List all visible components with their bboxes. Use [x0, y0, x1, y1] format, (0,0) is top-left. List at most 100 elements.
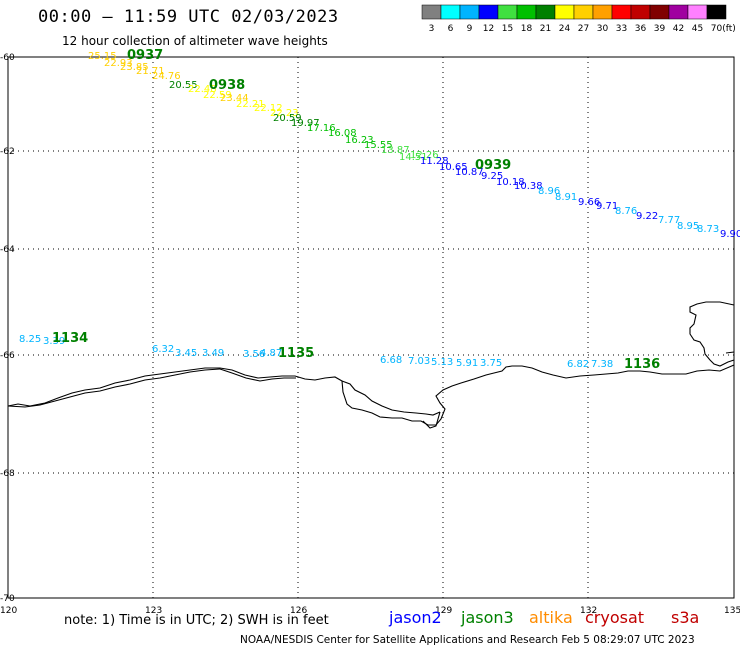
- wave-height-label: 15.55: [364, 140, 393, 151]
- wave-height-label: 23.44: [220, 93, 249, 104]
- wave-height-label: 4.87: [260, 348, 282, 359]
- wave-height-label: 8.73: [697, 224, 719, 235]
- pass-time-label: 1136: [624, 357, 660, 372]
- wave-height-label: 8.95: [677, 221, 699, 232]
- lon-label: 126: [290, 606, 307, 616]
- wave-height-label: 12.26: [410, 150, 439, 161]
- wave-height-label: 23.85: [120, 62, 149, 73]
- pass-time-label: 1135: [278, 346, 314, 361]
- wave-height-label: 3.75: [480, 358, 502, 369]
- colorbar-swatch: [573, 4, 594, 20]
- wave-height-label: 9.66: [578, 197, 600, 208]
- colorbar-swatch: [706, 4, 727, 20]
- axis-labels: -60 -62 -64 -66 -68 -70 120 123 126 129 …: [0, 53, 740, 616]
- wave-height-label: 6.32: [152, 344, 174, 355]
- lon-label: 123: [145, 606, 162, 616]
- colorbar-tick-label: 3: [429, 24, 435, 34]
- wave-height-label: 22.48: [188, 84, 217, 95]
- wave-height-label: 17.16: [307, 123, 336, 134]
- colorbar-tick-label: 21: [540, 24, 551, 34]
- lon-label: 120: [0, 606, 17, 616]
- colorbar-swatch: [535, 4, 556, 20]
- colorbar-tick-label: 42: [673, 24, 684, 34]
- wave-height-label: 10.65: [439, 162, 468, 173]
- colorbar-tick-label: 70: [711, 24, 723, 34]
- wave-height-label: 5.91: [456, 358, 478, 369]
- wave-height-label: 22.93: [104, 58, 133, 69]
- wave-height-label: 5.13: [431, 357, 453, 368]
- wave-height-label: 9.71: [596, 201, 618, 212]
- wave-height-label: 6.68: [380, 355, 402, 366]
- wave-height-label: 3.45: [175, 348, 197, 359]
- colorbar-tick-label: 18: [521, 24, 533, 34]
- colorbar-swatch: [516, 4, 537, 20]
- colorbar-unit: (ft): [722, 24, 736, 34]
- lat-label: -70: [0, 594, 15, 604]
- wave-height-label: 10.18: [496, 177, 525, 188]
- wave-height-label: 8.25: [19, 334, 41, 345]
- map-subtitle: 12 hour collection of altimeter wave hei…: [62, 34, 328, 48]
- wave-height-label: 19.97: [291, 118, 320, 129]
- wave-height-label: 8.76: [615, 206, 637, 217]
- wave-height-label: 7.38: [591, 359, 613, 370]
- footnote: note: 1) Time is in UTC; 2) SWH is in fe…: [64, 613, 329, 628]
- pass-time-label: 1134: [52, 331, 88, 346]
- colorbar-swatch: [497, 4, 518, 20]
- colorbar-swatch: [592, 4, 613, 20]
- wave-height-label: 8.96: [538, 186, 560, 197]
- altimeter-tracks: 25.1522.9323.8521.7124.7620.5522.4822.59…: [19, 48, 740, 372]
- lat-label: -60: [0, 53, 15, 63]
- pass-time-label: 0939: [475, 158, 511, 173]
- colorbar-swatch: [440, 4, 461, 20]
- wave-height-label: 16.23: [345, 135, 374, 146]
- colorbar-swatch: [649, 4, 670, 20]
- wave-height-label: 22.12: [254, 103, 283, 114]
- coastline: [7, 301, 735, 429]
- colorbar-tick-label: 6: [448, 24, 454, 34]
- lat-label: -66: [0, 351, 15, 361]
- wave-height-label: 13.87: [381, 145, 410, 156]
- colorbar-tick-label: 33: [616, 24, 627, 34]
- colorbar-tick-label: 39: [654, 24, 666, 34]
- pass-time-label: 0938: [209, 78, 245, 93]
- wave-height-label: 7.03: [408, 356, 430, 367]
- lat-label: -62: [0, 147, 15, 157]
- colorbar-tick-label: 36: [635, 24, 647, 34]
- wave-height-label: 7.77: [658, 215, 680, 226]
- wave-height-label: 10.87: [455, 167, 484, 178]
- credit-line: NOAA/NESDIS Center for Satellite Applica…: [240, 634, 695, 646]
- wave-height-label: 20.55: [169, 80, 198, 91]
- colorbar-tick-label: 12: [483, 24, 494, 34]
- colorbar-swatch: [478, 4, 499, 20]
- pass-time-label: 0937: [127, 48, 163, 63]
- wave-height-label: 22.59: [203, 90, 232, 101]
- colorbar-tick-label: 27: [578, 24, 589, 34]
- map-frame: [7, 56, 735, 599]
- wave-height-label: 16.08: [328, 128, 357, 139]
- wave-height-label: 3.56: [243, 349, 265, 360]
- satellite-s3a: s3a: [671, 608, 700, 627]
- wave-height-label: 22.23: [270, 108, 299, 119]
- colorbar-swatch: [687, 4, 708, 20]
- wave-height-label: 24.76: [152, 71, 181, 82]
- wave-height-label: 20.59: [273, 113, 302, 124]
- colorbar-swatch: [554, 4, 575, 20]
- map-title: 00:00 – 11:59 UTC 02/03/2023: [38, 7, 339, 27]
- colorbar-tick-label: 24: [559, 24, 571, 34]
- wave-height-label: 22.21: [236, 99, 265, 110]
- colorbar-tick-label: 9: [467, 24, 473, 34]
- lon-label: 129: [435, 606, 452, 616]
- graticule: [8, 57, 734, 598]
- wave-height-label: 25.15: [88, 51, 117, 62]
- colorbar-tick-label: 15: [502, 24, 513, 34]
- satellite-jason3: jason3: [461, 608, 514, 627]
- wave-height-label: 3.39: [43, 336, 65, 347]
- lon-label: 132: [580, 606, 597, 616]
- wave-height-label: 3.49: [202, 348, 224, 359]
- wave-height-label: 9.22: [636, 211, 658, 222]
- colorbar-swatch: [630, 4, 651, 20]
- satellite-jason2: jason2: [389, 608, 442, 627]
- wave-height-label: 11.28: [420, 156, 449, 167]
